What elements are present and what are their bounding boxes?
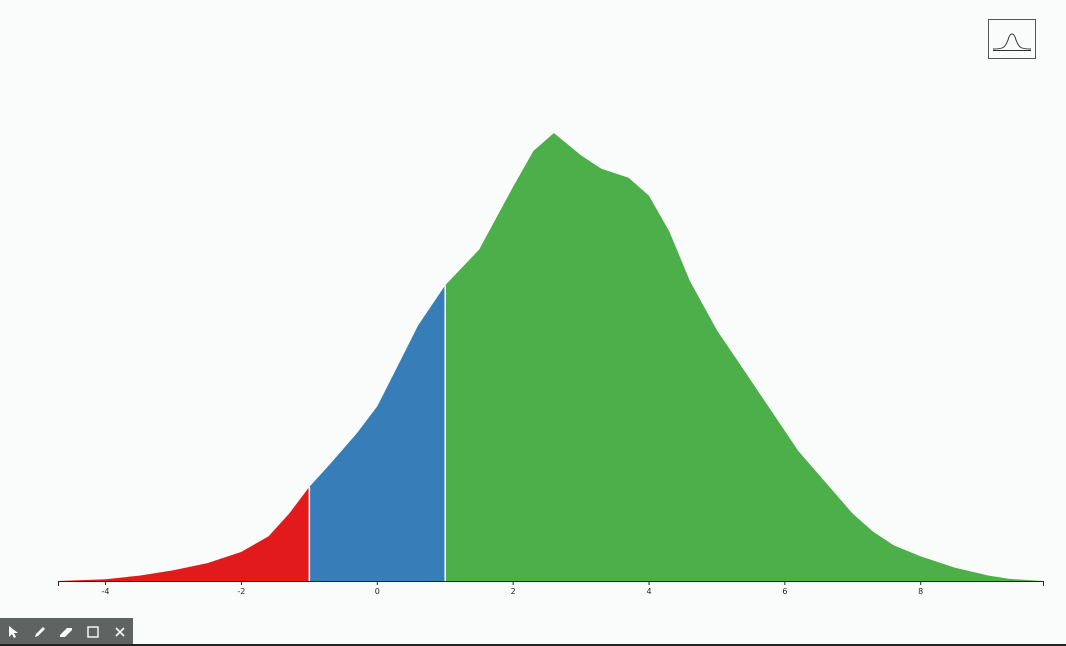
rectangle-icon: [87, 625, 99, 638]
x-axis: -4 -2 0 2 4 6 8: [58, 581, 1044, 596]
density-region-1: [58, 486, 310, 581]
x-tick-label: 6: [782, 587, 787, 596]
density-region-3: [445, 133, 1043, 581]
x-tick-label: 0: [375, 587, 380, 596]
drawing-toolbar: [0, 618, 133, 645]
eraser-icon: [60, 627, 73, 637]
distribution-thumbnail-button[interactable]: [988, 19, 1036, 59]
close-icon: [115, 626, 125, 637]
close-tool-button[interactable]: [106, 618, 133, 645]
x-tick-label: 4: [646, 587, 651, 596]
density-region-2: [309, 285, 446, 581]
x-tick-label: 2: [511, 587, 516, 596]
bell-curve-icon: [992, 33, 1032, 51]
bottom-border: [0, 644, 1066, 646]
pointer-tool-button[interactable]: [0, 618, 27, 645]
regions: [58, 133, 1043, 581]
pencil-tool-button[interactable]: [27, 618, 54, 645]
rectangle-tool-button[interactable]: [80, 618, 107, 645]
eraser-tool-button[interactable]: [53, 618, 80, 645]
x-tick-label: 8: [918, 587, 923, 596]
x-tick-label: -4: [102, 587, 110, 596]
pencil-icon: [34, 626, 45, 637]
x-tick-label: -2: [237, 587, 245, 596]
pointer-icon: [9, 625, 19, 638]
